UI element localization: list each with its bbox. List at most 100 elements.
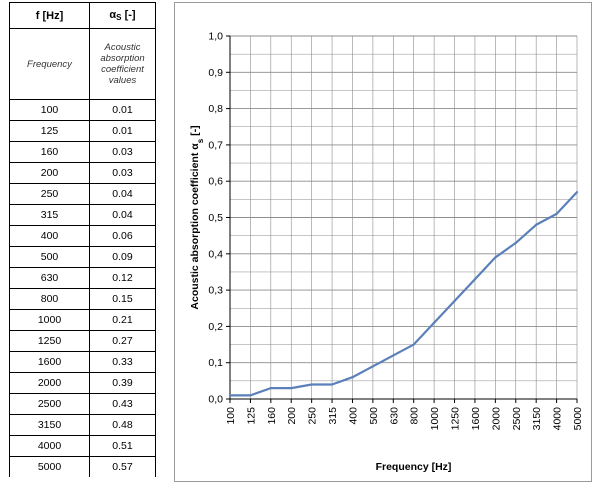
table-row: 1000 0.21: [9, 309, 156, 331]
frequency-cell: 315: [9, 204, 90, 226]
data-point: [351, 376, 354, 379]
x-tick-label: 315: [327, 407, 339, 425]
table-row: 200 0.03: [9, 162, 156, 184]
table-description-row: Frequency Acoustic absorption coefficien…: [9, 28, 156, 100]
frequency-cell: 500: [9, 246, 90, 268]
x-tick-label: 2500: [511, 407, 523, 431]
frequency-cell: 1600: [9, 351, 90, 373]
table-row: 2500 0.43: [9, 393, 156, 415]
absorption-table: f [Hz] αS [-] Frequency Acoustic absorpt…: [9, 2, 156, 477]
table-row: 400 0.06: [9, 225, 156, 247]
table-row: 4000 0.51: [9, 435, 156, 457]
x-tick-label: 100: [225, 407, 237, 425]
frequency-description: Frequency: [9, 28, 90, 100]
table-row: 250 0.04: [9, 183, 156, 205]
data-point: [453, 299, 456, 303]
frequency-cell: 100: [9, 99, 90, 121]
coefficient-cell: 0.21: [89, 309, 156, 331]
coefficient-cell: 0.03: [89, 141, 156, 163]
coefficient-unit: [-]: [124, 9, 136, 21]
coefficient-cell: 0.51: [89, 435, 156, 457]
y-tick-label: 0,3: [208, 285, 223, 297]
data-point: [494, 256, 497, 259]
data-point: [412, 343, 415, 346]
coefficient-description-line: coefficient: [101, 64, 144, 75]
x-tick-label: 1000: [429, 407, 441, 431]
coefficient-cell: 0.04: [89, 183, 156, 205]
data-point: [535, 223, 538, 226]
x-tick-label: 3150: [531, 407, 543, 431]
frequency-cell: 200: [9, 162, 90, 184]
coefficient-cell: 0.12: [89, 267, 156, 289]
x-tick-label: 250: [307, 407, 319, 425]
data-point: [433, 321, 436, 324]
data-point: [228, 394, 232, 397]
frequency-column-header: f [Hz]: [9, 2, 90, 29]
data-point: [330, 383, 334, 386]
frequency-cell: 1250: [9, 330, 90, 352]
table-row: 5000 0.57: [9, 456, 156, 477]
frequency-cell: 160: [9, 141, 90, 163]
y-tick-label: 0,8: [208, 103, 223, 115]
table-row: 125 0.01: [9, 120, 156, 142]
table-row: 1250 0.27: [9, 330, 156, 352]
frequency-cell: 2000: [9, 372, 90, 394]
data-point: [249, 394, 252, 397]
coefficient-cell: 0.27: [89, 330, 156, 352]
frequency-cell: 400: [9, 225, 90, 247]
coefficient-cell: 0.01: [89, 99, 156, 121]
y-axis-title: Acoustic absorption coefficient αs [-]: [189, 125, 205, 309]
coefficient-cell: 0.33: [89, 351, 156, 373]
frequency-cell: 3150: [9, 414, 90, 436]
frequency-cell: 2500: [9, 393, 90, 415]
x-tick-label: 2000: [490, 407, 502, 431]
table-row: 3150 0.48: [9, 414, 156, 436]
data-point: [514, 241, 517, 245]
y-tick-label: 0,1: [208, 357, 223, 369]
coefficient-description-line: Acoustic: [104, 42, 141, 53]
x-tick-label: 400: [347, 407, 359, 425]
table-row: 100 0.01: [9, 99, 156, 121]
y-tick-label: 0,9: [208, 67, 223, 79]
absorption-chart: 0,0 0,1 0,2 0,3 0,4 0,5 0,6 0,7 0,8 0,9 1,0 100 125 1…: [174, 2, 592, 482]
x-tick-label: 160: [266, 407, 278, 425]
frequency-cell: 630: [9, 267, 90, 289]
x-tick-label: 125: [245, 407, 257, 425]
alpha-symbol: α: [109, 9, 117, 21]
coefficient-description: Acoustic absorption coefficient values: [89, 28, 156, 100]
x-tick-label: 1600: [470, 407, 482, 431]
data-point: [371, 365, 374, 368]
frequency-cell: 250: [9, 183, 90, 205]
coefficient-cell: 0.03: [89, 162, 156, 184]
coefficient-cell: 0.39: [89, 372, 156, 394]
table-row: 160 0.03: [9, 141, 156, 163]
y-tick-label: 0,7: [208, 139, 223, 151]
data-point: [290, 387, 293, 390]
coefficient-cell: 0.04: [89, 204, 156, 226]
coefficient-cell: 0.48: [89, 414, 156, 436]
y-tick-label: 0,5: [208, 212, 223, 224]
data-point: [555, 212, 558, 215]
table-header-row: f [Hz] αS [-]: [9, 2, 156, 29]
coefficient-cell: 0.09: [89, 246, 156, 268]
y-tick-label: 0,0: [208, 394, 223, 406]
table-row: 1600 0.33: [9, 351, 156, 373]
coefficient-cell: 0.06: [89, 225, 156, 247]
y-tick-label: 1,0: [208, 31, 223, 43]
data-point: [473, 278, 477, 281]
y-tick-label: 0,6: [208, 176, 223, 188]
x-axis-title: Frequency [Hz]: [376, 461, 452, 473]
table-row: 630 0.12: [9, 267, 156, 289]
chart-canvas: 0,0 0,1 0,2 0,3 0,4 0,5 0,6 0,7 0,8 0,9 1,0 100 125 1…: [189, 31, 584, 474]
coefficient-description-line: values: [108, 75, 137, 86]
frequency-cell: 1000: [9, 309, 90, 331]
frequency-cell: 800: [9, 288, 90, 310]
data-point: [310, 383, 313, 386]
y-tick-label: 0,2: [208, 321, 223, 333]
table-row: 315 0.04: [9, 204, 156, 226]
data-point: [575, 190, 579, 194]
x-tick-label: 5000: [572, 407, 584, 431]
x-tick-label: 4000: [552, 407, 564, 431]
frequency-cell: 125: [9, 120, 90, 142]
alpha-subscript: S: [116, 13, 122, 22]
